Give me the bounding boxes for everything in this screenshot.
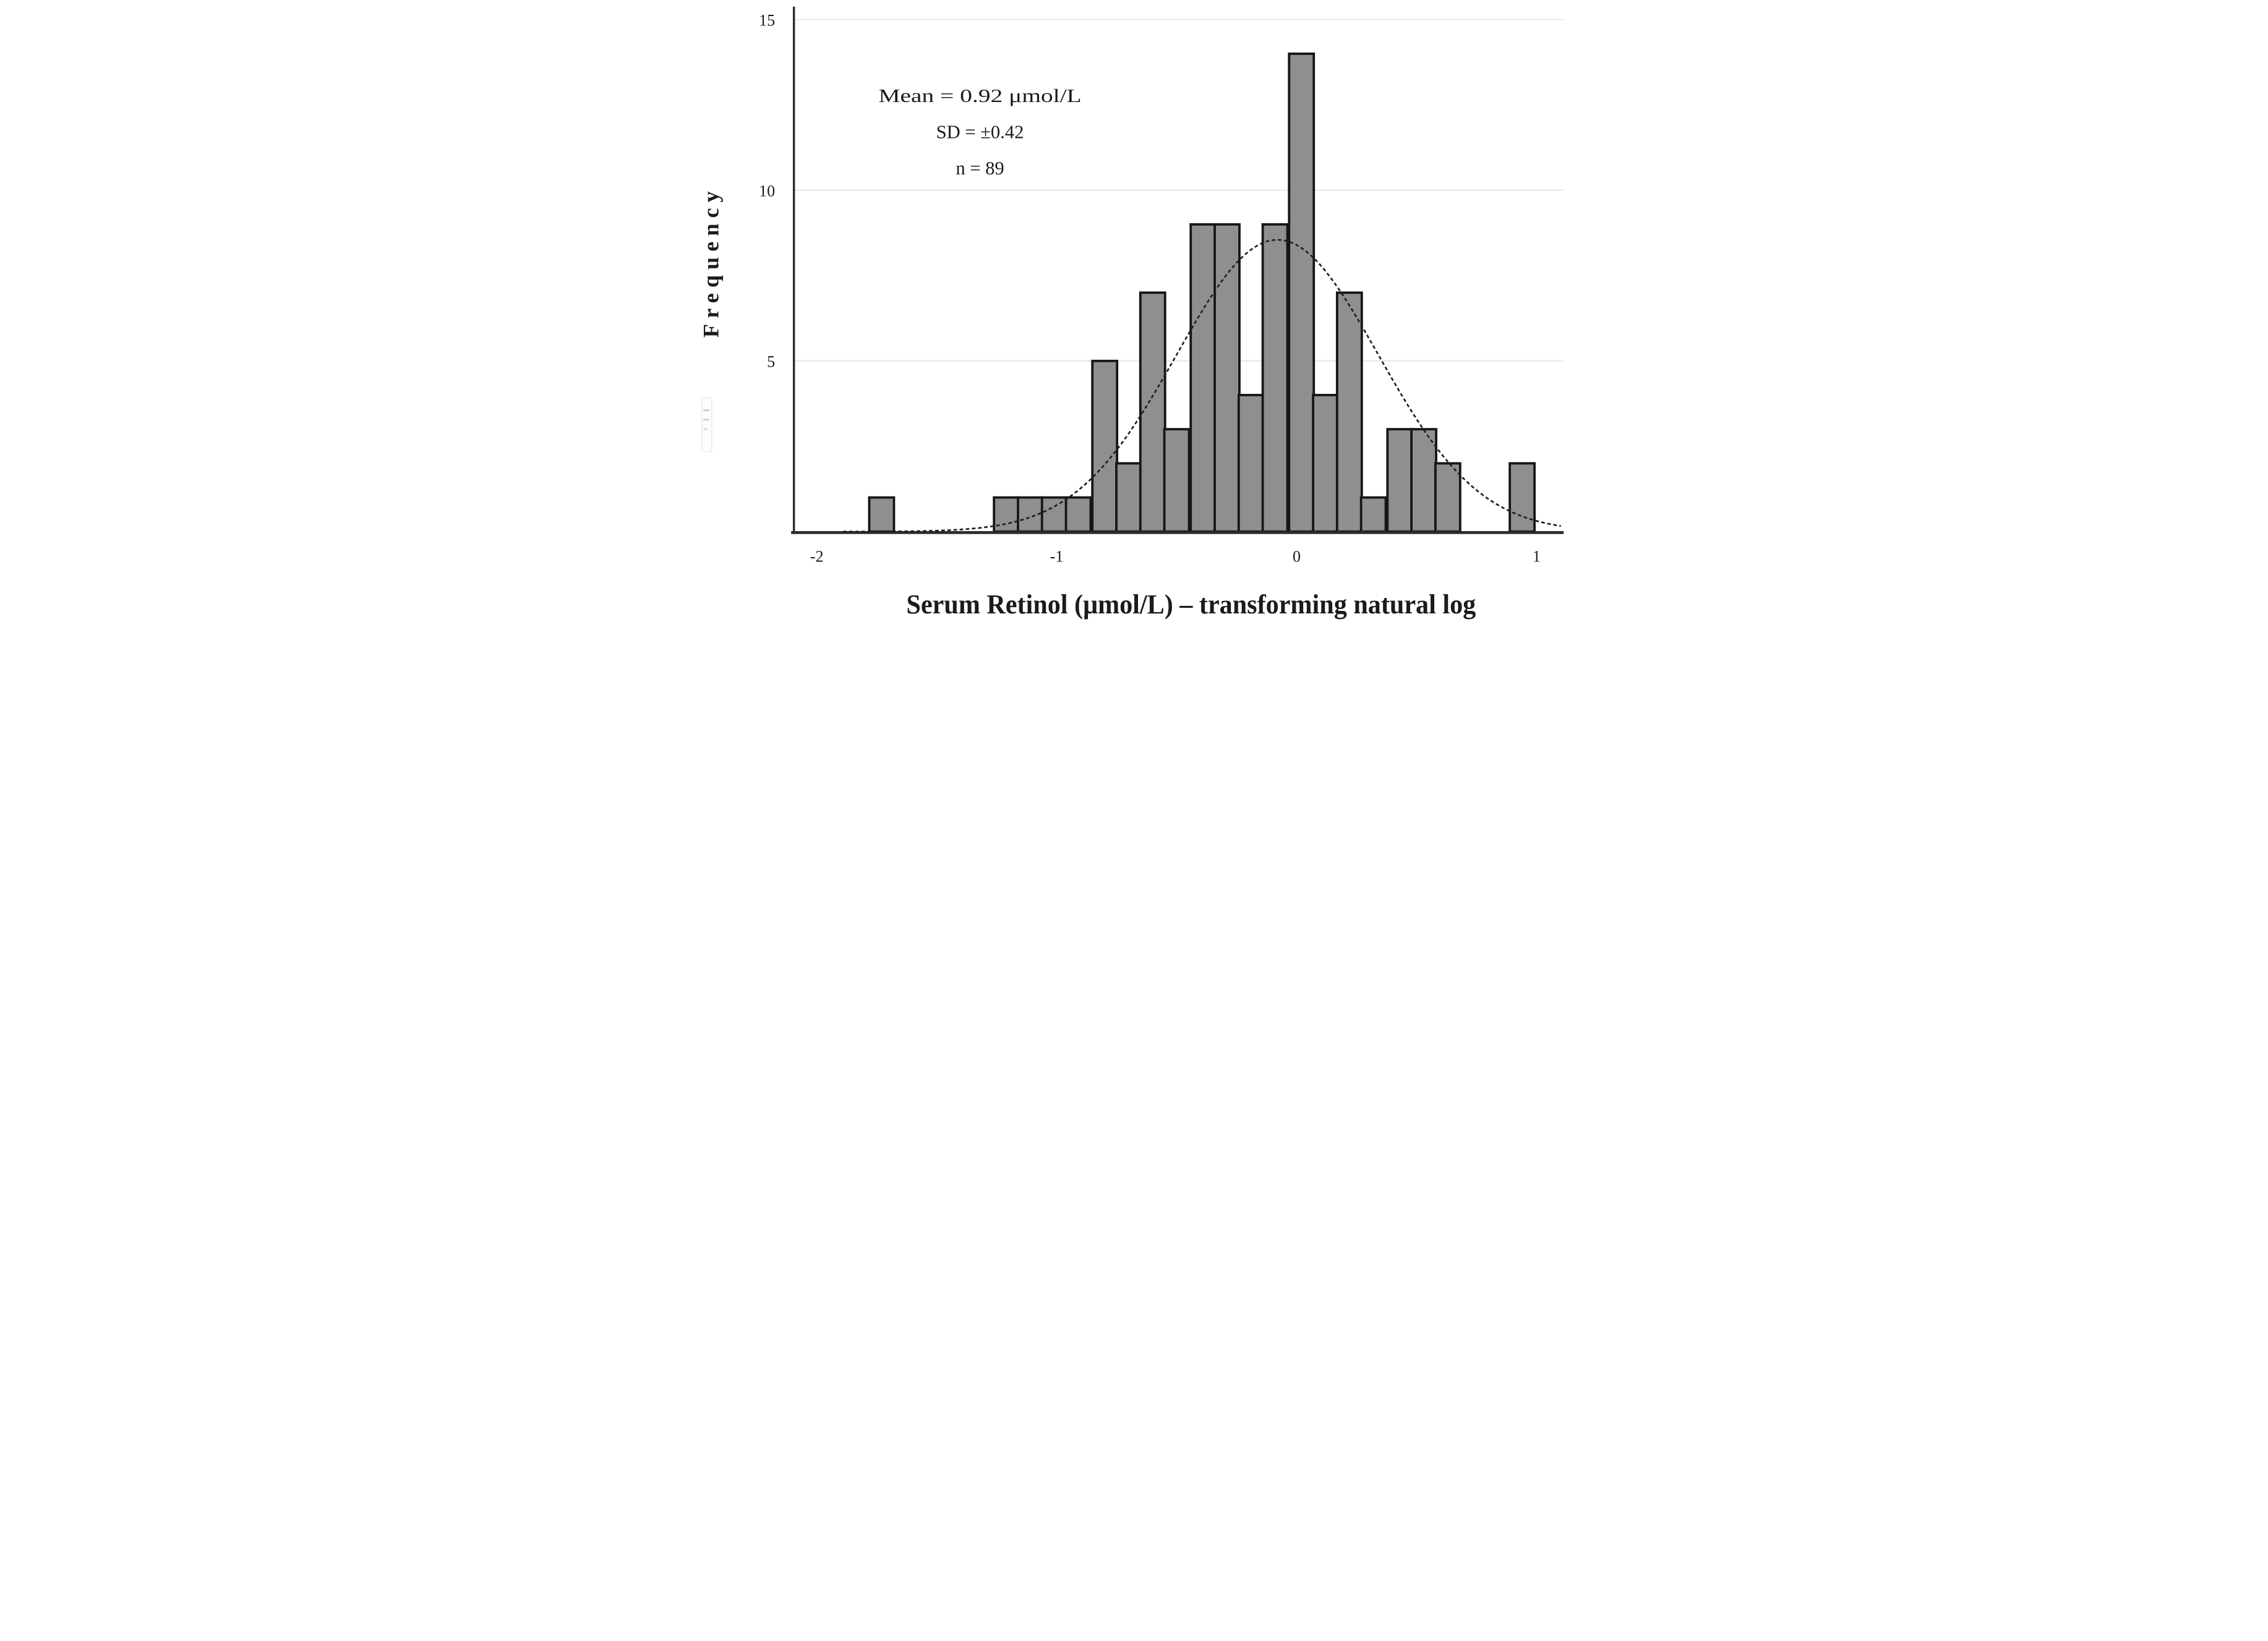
chart-canvas: -2 -1 0 1 5 10 15 Mean = 0.92 μmol/L SD = ±0.… xyxy=(701,0,1567,627)
annotation-n: n = 89 xyxy=(956,158,1004,179)
x-tick-labels: -2 -1 0 1 xyxy=(810,548,1540,566)
screen-artifact xyxy=(701,398,712,453)
x-axis-title: Serum Retinol (μmol/L) – transforming na… xyxy=(906,589,1476,620)
y-tick-label-15: 15 xyxy=(759,12,775,30)
y-tick-label-10: 10 xyxy=(759,182,775,200)
y-tick-label-5: 5 xyxy=(767,353,775,371)
histogram-figure: -2 -1 0 1 5 10 15 Mean = 0.92 μmol/L SD = ±0.… xyxy=(701,0,1567,627)
x-tick-label--2: -2 xyxy=(810,548,823,566)
histogram-bar xyxy=(1410,428,1437,533)
histogram-bar xyxy=(1359,496,1387,533)
stats-annotation: Mean = 0.92 μmol/L SD = ±0.42 n = 89 xyxy=(878,85,1081,179)
histogram-bar xyxy=(1261,223,1288,533)
x-tick-label-1: 1 xyxy=(1532,548,1540,566)
y-tick-labels: 5 10 15 xyxy=(759,12,775,371)
histogram-bar xyxy=(1434,462,1461,533)
y-axis-title: Frequency xyxy=(701,191,723,338)
annotation-sd: SD = ±0.42 xyxy=(936,122,1024,143)
histogram-bar xyxy=(1189,223,1217,533)
artifact-box xyxy=(701,398,712,453)
histogram-bar xyxy=(1064,496,1092,533)
histogram-bar xyxy=(1213,223,1241,533)
x-tick-label-0: 0 xyxy=(1292,548,1300,566)
histogram-bar xyxy=(1139,291,1166,533)
histogram-bar xyxy=(1090,359,1118,533)
histogram-bar xyxy=(1016,496,1044,533)
histogram-bar xyxy=(992,496,1020,533)
histogram-bar xyxy=(1115,462,1142,533)
histogram-bar xyxy=(1385,428,1413,533)
histogram-bar xyxy=(1311,394,1339,533)
histogram-bar xyxy=(1040,496,1068,533)
histogram-bars-layer xyxy=(868,52,1536,533)
histogram-bar xyxy=(1287,52,1315,533)
histogram-bar xyxy=(1335,291,1363,533)
histogram-bar xyxy=(1237,394,1265,533)
normal-curve xyxy=(842,239,1561,533)
histogram-bar xyxy=(1508,462,1536,533)
annotation-mean: Mean = 0.92 μmol/L xyxy=(878,85,1081,106)
gridlines-layer xyxy=(794,19,1564,362)
histogram-bar xyxy=(868,496,895,533)
histogram-bar xyxy=(1163,428,1190,533)
x-tick-label--1: -1 xyxy=(1050,548,1063,566)
